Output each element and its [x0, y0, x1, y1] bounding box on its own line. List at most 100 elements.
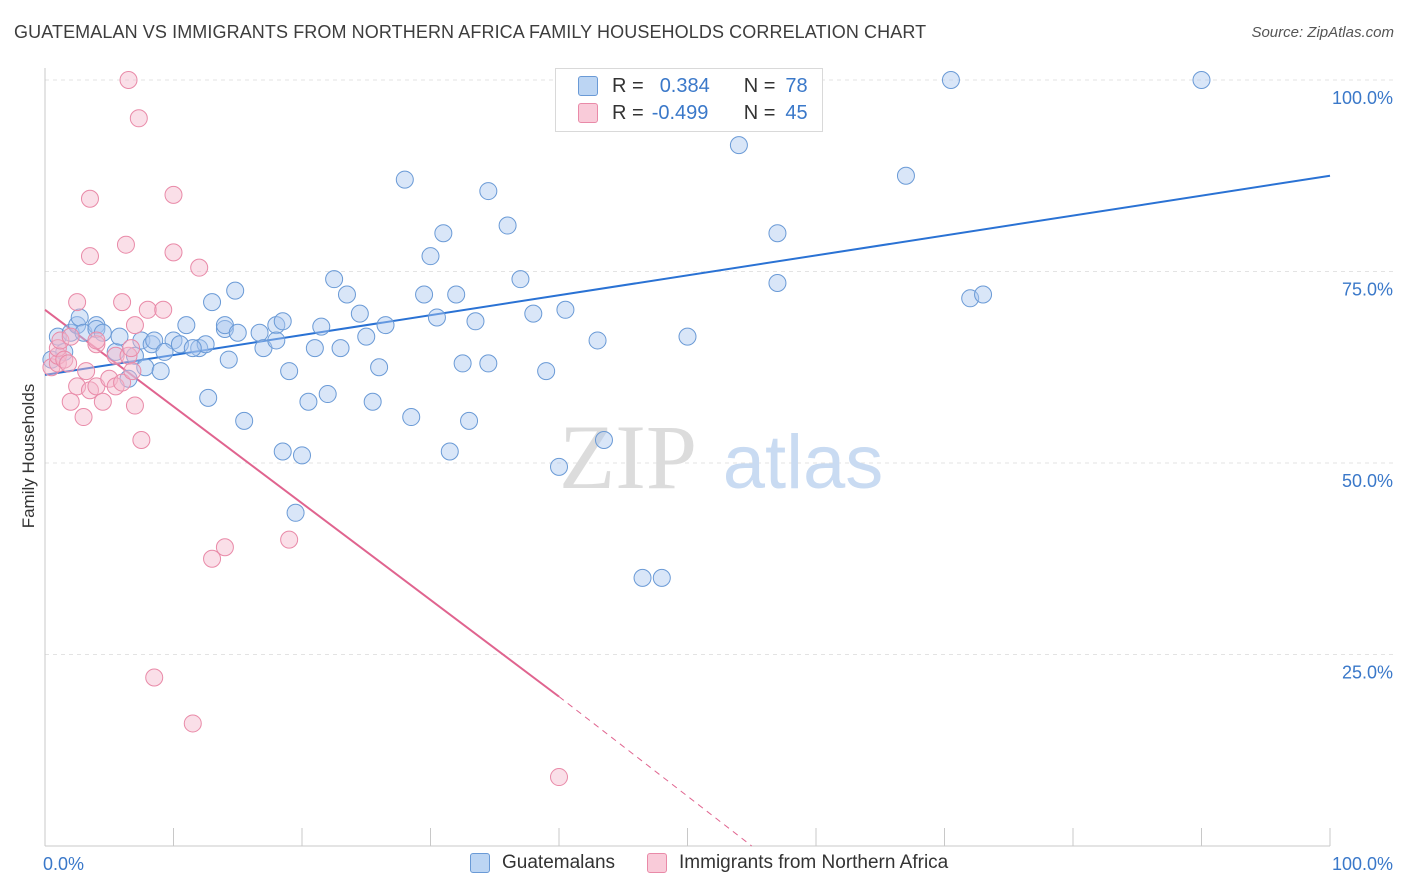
point-guatemalans — [460, 411, 479, 430]
correlation-legend: R = 0.384 N = 78 R = -0.499 N = 45 — [555, 68, 823, 132]
point-northern-africa — [280, 530, 299, 549]
point-northern-africa — [132, 431, 151, 450]
point-northern-africa — [113, 293, 132, 312]
point-northern-africa — [119, 71, 138, 89]
point-guatemalans — [395, 170, 414, 189]
chart-title: GUATEMALAN VS IMMIGRANTS FROM NORTHERN A… — [14, 22, 927, 42]
point-northern-africa — [93, 392, 112, 411]
legend-label-northern-africa: Immigrants from Northern Africa — [679, 852, 949, 873]
y-tick-label: 50.0% — [1342, 471, 1393, 491]
point-guatemalans — [498, 216, 517, 235]
legend-swatch-blue — [578, 76, 598, 96]
point-guatemalans — [370, 358, 389, 377]
point-guatemalans — [524, 304, 543, 323]
point-guatemalans — [203, 293, 222, 312]
point-guatemalans — [145, 331, 164, 350]
point-northern-africa — [106, 346, 125, 365]
gridlines: 25.0% 50.0% 75.0% 100.0% — [45, 79, 1395, 683]
point-guatemalans — [466, 312, 485, 331]
point-northern-africa — [122, 339, 141, 358]
point-guatemalans — [70, 308, 89, 327]
point-guatemalans — [1192, 71, 1211, 89]
point-northern-africa — [154, 300, 173, 319]
point-guatemalans — [267, 331, 286, 350]
point-guatemalans — [132, 331, 151, 350]
point-guatemalans — [633, 568, 652, 587]
point-guatemalans — [228, 323, 247, 342]
point-guatemalans — [318, 385, 337, 404]
y-tick-label: 75.0% — [1342, 280, 1393, 300]
point-northern-africa — [113, 373, 132, 392]
watermark: ZIP atlas — [559, 406, 883, 508]
point-guatemalans — [588, 331, 607, 350]
source-label: Source: ZipAtlas.com — [1251, 24, 1394, 41]
point-guatemalans — [479, 354, 498, 373]
point-northern-africa — [61, 392, 80, 411]
y-tick-label: 25.0% — [1342, 663, 1393, 683]
point-northern-africa — [164, 185, 183, 204]
point-guatemalans — [350, 304, 369, 323]
point-northern-africa — [129, 109, 148, 128]
point-northern-africa — [125, 396, 144, 415]
point-guatemalans — [61, 323, 80, 342]
point-guatemalans — [177, 316, 196, 335]
point-guatemalans — [93, 323, 112, 342]
legend-r-label: R = — [612, 101, 644, 124]
point-northern-africa — [183, 714, 202, 733]
point-guatemalans — [511, 270, 530, 289]
point-guatemalans — [434, 224, 453, 243]
point-northern-africa — [87, 335, 106, 354]
legend-label-guatemalans: Guatemalans — [502, 852, 616, 873]
point-guatemalans — [273, 312, 292, 331]
x-tick-label: 100.0% — [1332, 854, 1393, 874]
point-guatemalans — [110, 327, 129, 346]
point-northern-africa — [51, 331, 70, 350]
point-guatemalans — [273, 442, 292, 461]
legend-r-value: -0.499 — [651, 101, 709, 124]
point-guatemalans — [235, 411, 254, 430]
point-guatemalans — [729, 136, 748, 155]
point-northern-africa — [215, 538, 234, 557]
point-guatemalans — [312, 317, 331, 336]
point-guatemalans — [226, 281, 245, 300]
point-northern-africa — [164, 243, 183, 262]
legend-swatch-guatemalans — [470, 853, 490, 873]
point-northern-africa — [87, 331, 106, 350]
point-northern-africa — [116, 235, 135, 254]
point-guatemalans — [376, 316, 395, 335]
trendline — [44, 309, 560, 698]
point-guatemalans — [305, 339, 324, 358]
point-guatemalans — [363, 392, 382, 411]
legend-r-label: R = — [612, 74, 644, 97]
point-guatemalans — [299, 392, 318, 411]
legend-row-guatemalans: R = 0.384 N = 78 — [578, 73, 808, 99]
point-northern-africa — [125, 316, 144, 335]
legend-n-label: N = — [743, 74, 776, 97]
point-guatemalans — [594, 431, 613, 450]
point-guatemalans — [447, 285, 466, 304]
trendlines — [44, 174, 1331, 847]
point-guatemalans — [550, 457, 568, 476]
point-guatemalans — [337, 285, 356, 304]
point-guatemalans — [155, 342, 174, 361]
point-guatemalans — [357, 327, 376, 346]
point-guatemalans — [286, 503, 305, 522]
point-northern-africa — [59, 354, 78, 373]
axes: 0.0% 100.0% — [43, 68, 1393, 874]
point-guatemalans — [331, 339, 350, 358]
legend-n-label: N = — [743, 101, 776, 124]
point-guatemalans — [87, 316, 106, 335]
point-guatemalans — [151, 362, 170, 381]
data-points — [42, 71, 1211, 787]
point-northern-africa — [80, 247, 99, 266]
legend-row-northern-africa: R = -0.499 N = 45 — [578, 100, 808, 126]
legend-n-value: 78 — [785, 74, 808, 97]
point-northern-africa — [77, 362, 96, 381]
point-northern-africa — [61, 327, 80, 346]
point-guatemalans — [896, 166, 915, 185]
point-guatemalans — [768, 273, 787, 292]
point-guatemalans — [479, 182, 498, 201]
point-northern-africa — [145, 668, 164, 687]
x-tick-label: 0.0% — [43, 854, 84, 874]
point-guatemalans — [280, 362, 299, 381]
